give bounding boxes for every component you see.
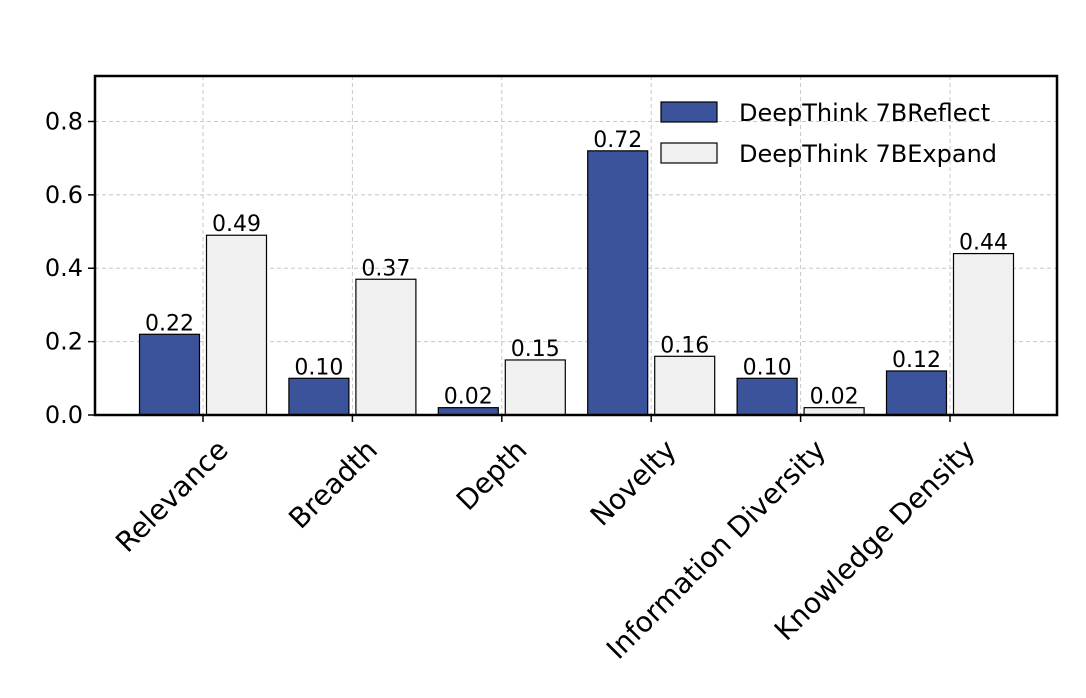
y-tick-label: 0.8	[45, 107, 83, 135]
x-tick-label: Depth	[450, 433, 534, 517]
y-tick-label: 0.4	[45, 254, 83, 282]
x-tick-label: Relevance	[109, 433, 235, 559]
bar-series-2	[205, 234, 268, 416]
legend-swatch	[660, 142, 718, 164]
bar-series-1	[288, 377, 350, 416]
plot-frame	[93, 74, 1059, 417]
bar-series-2	[654, 355, 716, 416]
y-tick-label: 0.6	[45, 181, 83, 209]
bar-value-label: 0.02	[444, 385, 493, 410]
bars	[138, 150, 1015, 416]
bar-series-1	[587, 150, 649, 416]
bar-value-label: 0.44	[959, 231, 1008, 256]
legend-label: DeepThink 7BExpand	[739, 140, 997, 168]
bar-series-2	[504, 359, 566, 416]
bar-series-1	[138, 333, 201, 416]
bar-value-label: 0.72	[593, 128, 642, 153]
y-tick-label: 0.2	[45, 328, 83, 356]
x-tick-label: Novelty	[584, 433, 683, 532]
y-tick-label: 0.0	[45, 401, 83, 429]
bar-series-1	[885, 370, 948, 416]
bar-series-2	[952, 252, 1015, 416]
legend: DeepThink 7BReflect DeepThink 7BExpand	[660, 99, 997, 168]
bar-value-label: 0.15	[511, 337, 560, 362]
bar-value-label: 0.37	[361, 256, 410, 281]
data-labels: 0.22 0.10 0.02 0.72 0.10 0.12 0.49 0.37 0.15 0.16…	[145, 128, 1008, 410]
bar-value-label: 0.16	[660, 333, 709, 358]
x-tick-label: Breadth	[282, 433, 384, 535]
legend-swatch	[660, 101, 718, 123]
bar-series-2	[355, 278, 417, 416]
bar-value-label: 0.49	[212, 212, 261, 237]
bar-value-label: 0.10	[743, 355, 792, 380]
legend-label: DeepThink 7BReflect	[739, 99, 990, 127]
bar-value-label: 0.12	[892, 348, 941, 373]
bar-value-label: 0.02	[810, 385, 859, 410]
bar-value-label: 0.10	[294, 355, 343, 380]
bar-value-label: 0.22	[145, 311, 194, 336]
bar-series-1	[736, 377, 798, 416]
